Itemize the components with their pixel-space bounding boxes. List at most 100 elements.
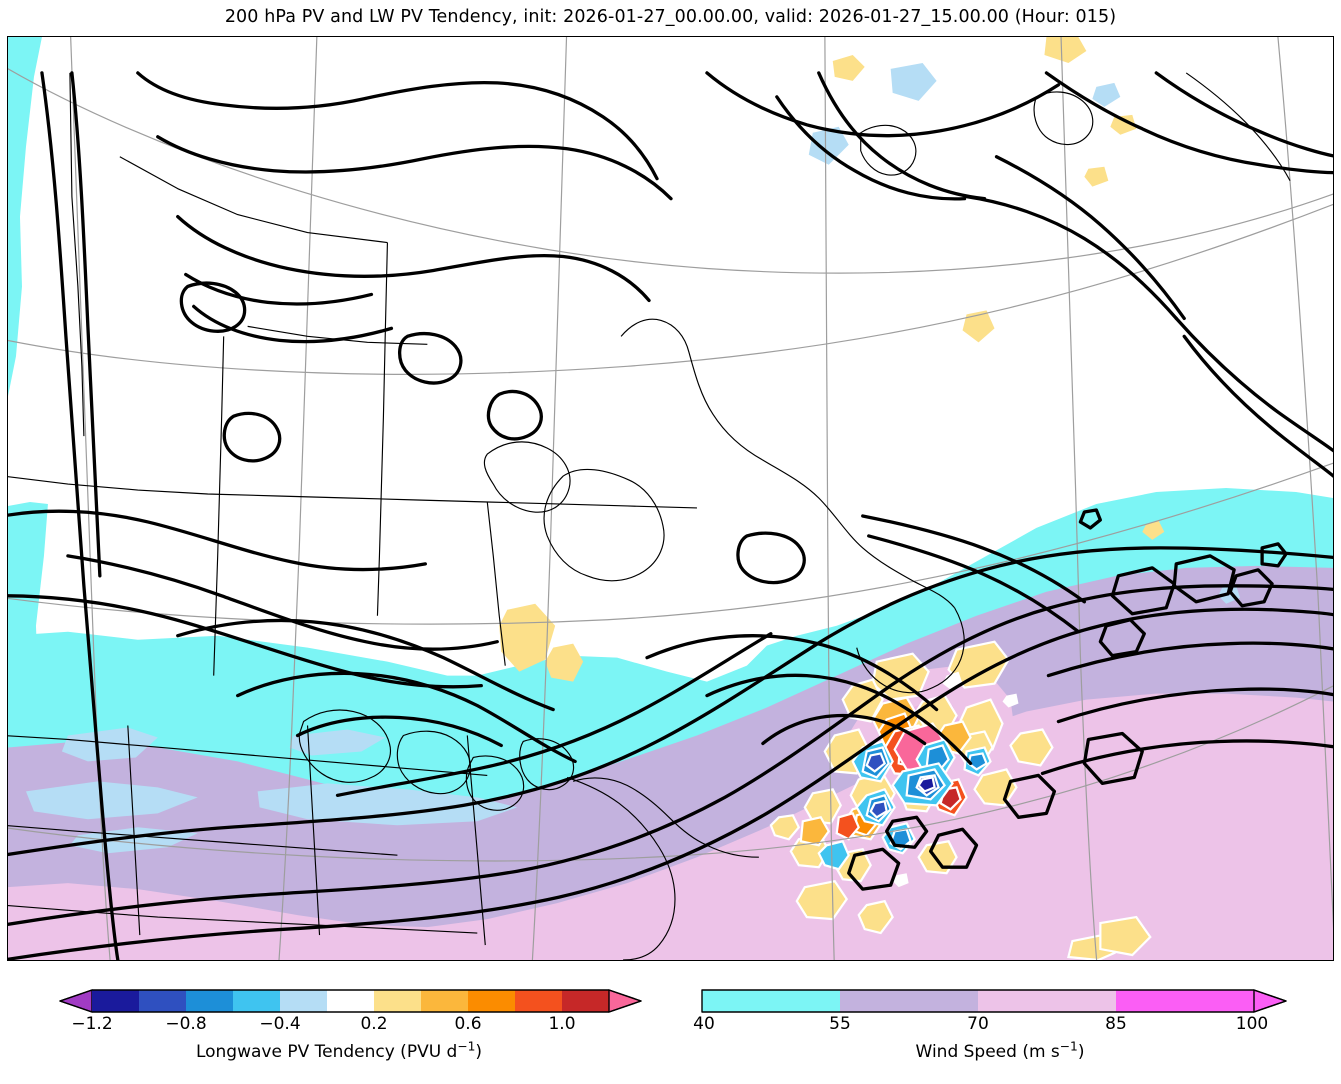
pv-tendency-patch [769,814,801,841]
pv-contour [8,607,1333,960]
pv-contour [1228,568,1274,608]
colorbar-swatch [468,990,515,1012]
colorbar-label-tail: ) [1077,1042,1085,1062]
pv-contour [964,195,1178,321]
pv-tendency-patch [865,752,886,773]
pv-contour [1002,773,1057,819]
graticule-meridian [1060,37,1098,960]
map-axes [7,36,1334,961]
coastline [483,441,571,513]
pv-contour [994,155,1186,321]
coastline [543,468,665,582]
pv-contour [8,584,1333,926]
tick-label: 0.6 [454,1014,482,1034]
pv-tendency-patch [1092,82,1121,107]
colorbar-extend-min [59,989,93,1013]
colorbar-outline [701,989,1287,1013]
pv-contour [335,632,773,798]
graticule-meridian [531,37,568,960]
pv-contour [176,618,555,712]
pv-contour [222,411,282,463]
pv-contour [928,827,979,869]
pv-tendency-patch [799,816,831,847]
coastline [1185,72,1291,181]
pv-tendency-patch [1002,693,1019,708]
pv-tendency-patch [289,729,386,756]
pv-contour [70,71,102,578]
graticule-layer [8,37,1333,960]
colorbar-swatch [92,990,139,1012]
pv-contour [66,554,499,651]
colorbar-swatch [421,990,468,1012]
graticule-parallel [8,203,1333,375]
colorbar-extend-max [1253,989,1287,1013]
tick-label: −0.8 [165,1014,207,1034]
pv-contour [8,546,1333,857]
pv-tendency-patch [832,54,865,81]
colorbar-label-tail: ) [475,1042,483,1062]
tick-label: 85 [1105,1014,1127,1034]
colorbar-label-exponent: −1 [457,1039,476,1054]
colorbar-pv-tendency-gradient [59,989,642,1013]
graticule-meridian [278,37,318,960]
pv-tendency-patch [1084,166,1109,187]
pv-contour [176,214,651,303]
pv-tendency-patch [857,899,894,935]
coastline [519,738,575,791]
colorbar-pv-tendency-ticks: −1.2 −0.8 −0.4 0.2 0.6 1.0 [36,1014,642,1040]
pv-tendency-patch [1142,519,1165,540]
border-line [486,501,506,666]
pv-contour [736,531,806,585]
wind-band-70-85 [8,693,1333,960]
pv-contour [8,509,428,572]
coastline [1033,91,1094,146]
coastline [856,607,965,694]
pv-contour [861,514,1087,604]
pv-contour [645,634,939,712]
pv-tendency-patch [25,781,198,820]
colorbar-swatch [840,990,978,1012]
colorbar-swatch [562,990,609,1012]
colorbar-wind-speed: 40 55 70 85 100 Wind Speed (m s−1) [693,988,1300,1062]
pv-tendency-patch [545,643,584,682]
pv-contour [40,71,120,960]
border-line [376,242,389,616]
coastline [396,730,471,795]
graticule-parallel [8,68,1333,274]
pv-contour [295,715,503,748]
pv-contour [136,71,659,181]
graticule-meridian [824,37,835,960]
border-line [127,725,141,936]
pv-contour [1172,554,1236,604]
coastline [860,124,917,176]
coastline [620,318,956,609]
pv-contour [1078,508,1102,530]
pv-tendency-patch [1099,915,1152,957]
pv-tendency-patch [947,640,1010,689]
colorbar-swatch [280,990,327,1012]
pv-contour [1056,687,1333,724]
colorbar-outline [59,989,642,1013]
pv-tendency-patch [61,727,158,762]
pv-tendency-patch [499,603,556,672]
colorbar-swatch [1116,990,1254,1012]
colorbar-pv-tendency-label: Longwave PV Tendency (PVU d−1) [36,1039,642,1062]
tick-label: 1.0 [548,1014,576,1034]
colorbar-swatch [702,990,840,1012]
pv-tendency-patch [917,840,958,875]
pv-tendency-patch [808,126,849,165]
tick-label: 40 [693,1014,715,1034]
colorbar-swatch [233,990,280,1012]
tick-label: 100 [1235,1014,1269,1034]
pv-contour [775,95,967,201]
pv-tendency-patch [257,783,518,826]
pv-tendency-patch [869,800,888,819]
pv-tendency-patch [817,839,850,871]
page-title: 200 hPa PV and LW PV Tendency, init: 202… [224,7,1117,27]
pv-contour [1082,731,1144,786]
colorbar-pv-tendency: −1.2 −0.8 −0.4 0.2 0.6 1.0 Longwave PV T… [36,988,642,1062]
coastline [572,777,759,858]
pv-contour [156,135,673,201]
wind-band-40-55 [8,37,42,397]
